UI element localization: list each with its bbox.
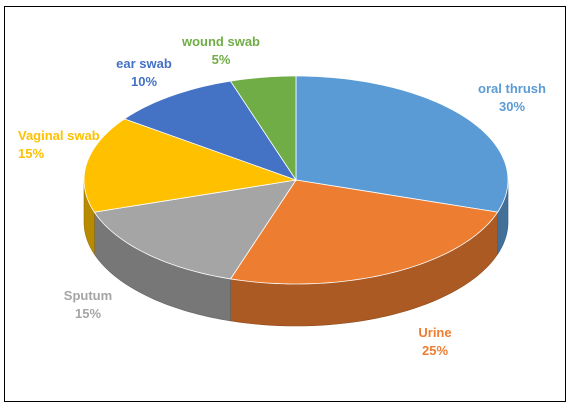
label-oral-thrush-name: oral thrush [478,81,546,96]
pie-slice-5 [229,75,297,182]
label-ear-swab-name: ear swab [116,56,172,71]
label-sputum: Sputum 15% [48,287,128,323]
pie-slice-2 [93,179,297,280]
pie-side-walls [83,179,509,327]
label-vaginal-swab-value: 15% [18,146,45,161]
label-vaginal-swab: Vaginal swab 15% [18,127,108,163]
label-urine-value: 25% [421,343,449,358]
pie-slice-0 [295,75,509,213]
pie-slice-4 [123,80,297,181]
label-ear-swab: ear swab 10% [104,55,184,91]
label-vaginal-swab-name: Vaginal swab [18,128,100,143]
pie-slice-1 [229,179,499,285]
label-urine: Urine 25% [405,324,465,360]
pie-top-faces [83,75,509,285]
label-sputum-value: 15% [74,306,102,321]
label-oral-thrush-value: 30% [498,99,526,114]
label-sputum-name: Sputum [63,288,113,303]
label-wound-swab: wound swab 5% [166,33,276,69]
label-wound-swab-name: wound swab [182,34,260,49]
label-oral-thrush: oral thrush 30% [462,80,562,116]
label-wound-swab-value: 5% [211,52,231,67]
pie-slice-3 [83,118,297,213]
label-urine-name: Urine [418,325,452,340]
label-ear-swab-value: 10% [130,74,158,89]
